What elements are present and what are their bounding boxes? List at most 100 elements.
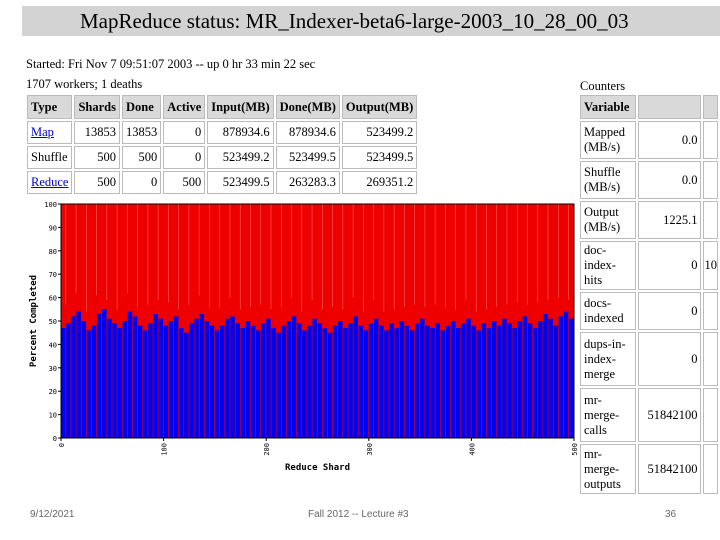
counter-row: Mapped (MB/s) 0.0: [580, 121, 718, 159]
counter-extra: [703, 332, 718, 386]
input-cell: 523499.5: [207, 171, 274, 194]
counter-extra: [703, 292, 718, 330]
completed-bar: [271, 328, 276, 438]
completed-bar: [471, 325, 476, 438]
col-type: Type: [27, 95, 73, 119]
y-tick-label: 40: [49, 341, 57, 349]
completed-bar: [389, 323, 394, 438]
completed-bar: [491, 321, 497, 438]
completed-bar: [143, 330, 148, 438]
completed-bar: [368, 323, 374, 438]
completed-bar: [409, 330, 415, 438]
table-row: Reduce 500 0 500 523499.5 263283.3 26935…: [27, 171, 418, 194]
y-tick-label: 70: [49, 271, 57, 279]
completed-bar: [527, 323, 533, 438]
footer-date: 9/12/2021: [30, 509, 75, 520]
completed-bar: [456, 328, 461, 438]
done-mb-cell: 878934.6: [275, 121, 340, 144]
counter-row: mr-merge-calls 51842100: [580, 388, 718, 442]
completed-bar: [373, 318, 379, 438]
completed-bar: [127, 311, 133, 438]
counter-extra: [703, 121, 718, 159]
completed-bar: [538, 321, 543, 438]
completed-bar: [255, 330, 261, 438]
completed-bar: [507, 323, 512, 438]
completed-bar: [553, 325, 558, 438]
completed-bar: [384, 330, 389, 438]
completed-bar: [220, 325, 225, 438]
completed-bar: [522, 316, 528, 438]
completed-bar: [476, 330, 482, 438]
completed-bar: [445, 325, 451, 438]
completed-bar: [189, 323, 194, 438]
completed-bar: [281, 325, 287, 438]
completed-bar: [348, 323, 353, 438]
completed-bar: [66, 323, 71, 438]
counter-name: dups-in-index-merge: [580, 332, 636, 386]
completed-bar: [394, 328, 399, 438]
counter-value: 1225.1: [637, 201, 702, 239]
counter-name: mr-merge-calls: [580, 388, 636, 442]
reduce-link[interactable]: Reduce: [31, 175, 69, 189]
completed-bar: [199, 313, 205, 438]
completed-bar: [173, 316, 179, 438]
completed-bar: [543, 313, 548, 438]
completed-bar: [240, 328, 246, 438]
completed-bar: [517, 321, 523, 438]
counter-name: docs-indexed: [580, 292, 636, 330]
completed-bar: [358, 325, 364, 438]
counter-extra: 10: [703, 241, 718, 290]
counter-extra: [703, 161, 718, 199]
completed-bar: [363, 330, 369, 438]
completed-bar: [512, 328, 517, 438]
y-tick-label: 100: [44, 201, 57, 209]
completed-bar: [399, 321, 405, 438]
counter-name: Output (MB/s): [580, 201, 636, 239]
counter-name: doc-index-hits: [580, 241, 636, 290]
completed-bar: [302, 330, 307, 438]
footer-page-number: 36: [665, 509, 677, 520]
counter-value: 0: [637, 332, 702, 386]
col-value-empty: [637, 95, 702, 119]
completed-bar: [184, 332, 189, 438]
table-row: Shuffle 500 500 0 523499.2 523499.5 5234…: [27, 146, 418, 169]
completed-bar: [96, 313, 102, 438]
completed-bar: [137, 325, 143, 438]
completed-bar: [286, 321, 292, 438]
active-cell: 500: [163, 171, 206, 194]
completed-bar: [178, 328, 184, 438]
counters-label: Counters: [580, 79, 626, 93]
completed-bar: [312, 318, 317, 438]
completed-bar: [430, 328, 435, 438]
completed-bar: [332, 325, 338, 438]
x-tick-label: 100: [161, 443, 169, 456]
completed-bar: [450, 321, 456, 438]
page-title: MapReduce status: MR_Indexer-beta6-large…: [80, 9, 629, 33]
counter-row: Shuffle (MB/s) 0.0: [580, 161, 718, 199]
counter-row: mr-merge-outputs 51842100: [580, 444, 718, 494]
y-tick-label: 90: [49, 224, 57, 232]
counter-value: 0.0: [637, 161, 702, 199]
completed-bar: [122, 321, 128, 438]
col-variable: Variable: [580, 95, 636, 119]
completed-bar: [112, 323, 117, 438]
done-cell: 13853: [122, 121, 162, 144]
done-mb-cell: 523499.5: [275, 146, 340, 169]
completed-bar: [502, 318, 507, 438]
counter-row: docs-indexed 0: [580, 292, 718, 330]
counter-extra: [703, 201, 718, 239]
completed-bar: [61, 328, 66, 438]
completed-bar: [204, 321, 210, 438]
counter-row: dups-in-index-merge 0: [580, 332, 718, 386]
input-cell: 523499.2: [207, 146, 274, 169]
y-tick-label: 30: [49, 365, 57, 373]
counter-value: 0: [637, 292, 702, 330]
workers-status: 1707 workers; 1 deaths: [26, 77, 143, 91]
active-cell: 0: [163, 121, 206, 144]
counter-value: 0: [637, 241, 702, 290]
completed-bar: [486, 328, 492, 438]
jobs-header-row: Type Shards Done Active Input(MB) Done(M…: [27, 95, 418, 119]
y-tick-label: 0: [53, 435, 57, 443]
map-link[interactable]: Map: [31, 125, 54, 139]
completed-bar: [379, 325, 384, 438]
